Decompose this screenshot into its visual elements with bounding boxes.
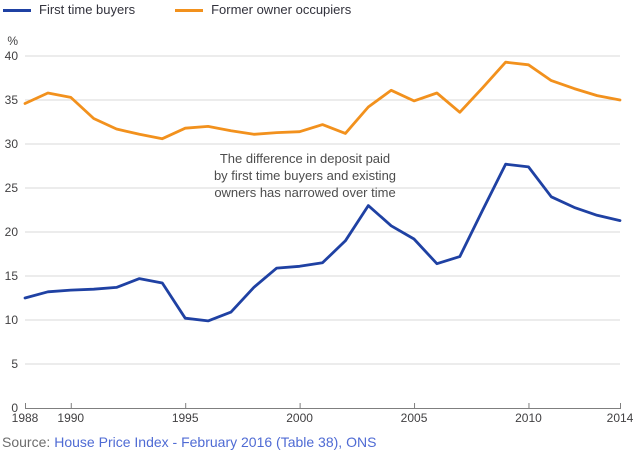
y-tick-label-15: 15	[5, 269, 19, 283]
legend-label-first-time-buyers: First time buyers	[39, 2, 136, 17]
chart-annotation: The difference in deposit paid by first …	[207, 150, 403, 201]
y-tick-label-5: 5	[11, 357, 18, 371]
legend-line-swatch-orange-icon	[175, 8, 204, 12]
line-series-former-owner-occupiers	[23, 60, 622, 141]
x-tick-label-1995: 1995	[172, 411, 199, 425]
legend-line-swatch-blue-icon	[3, 8, 31, 12]
legend-label-former-owner-occupiers: Former owner occupiers	[211, 2, 352, 17]
x-tick-label-1990: 1990	[57, 411, 84, 425]
x-tick-label-2010: 2010	[515, 411, 542, 425]
legend-item-first-time-buyers: First time buyers	[3, 2, 135, 18]
y-tick-label-30: 30	[5, 137, 19, 151]
chart-canvas: 0 5 10 15 20 25 30 35 40% 1988 1990 1995 2000 2005 201…	[5, 34, 634, 425]
x-tick-label-2000: 2000	[286, 411, 313, 425]
line-series-first-time-buyers	[23, 162, 622, 323]
y-tick-label-40: 40	[5, 49, 19, 63]
y-tick-label-25: 25	[5, 181, 19, 195]
y-axis-unit-label: %	[7, 34, 18, 48]
annotation-line-1: The difference in deposit paid	[219, 151, 391, 166]
x-tick-label-2005: 2005	[401, 411, 428, 425]
y-tick-label-10: 10	[5, 313, 19, 327]
source-line: Source: House Price Index - February 2016…	[2, 434, 376, 450]
x-tick-label-1988: 1988	[12, 411, 39, 425]
source-link[interactable]: House Price Index - February 2016 (Table…	[54, 434, 377, 450]
chart-legend: First time buyers Former owner occupiers	[3, 2, 351, 18]
y-tick-label-0: 0	[11, 401, 18, 415]
x-tick-label-2014: 2014	[607, 411, 634, 425]
y-tick-label-20: 20	[5, 225, 19, 239]
annotation-line-2: by first time buyers and existing	[213, 168, 397, 183]
y-tick-label-35: 35	[5, 93, 19, 107]
annotation-line-3: owners has narrowed over time	[214, 185, 396, 200]
legend-item-former-owner-occupiers: Former owner occupiers	[175, 2, 351, 18]
source-prefix-label: Source:	[2, 434, 51, 450]
